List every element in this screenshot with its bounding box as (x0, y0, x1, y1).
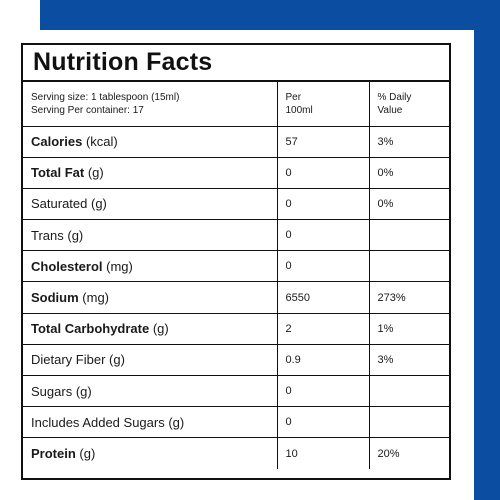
serving-info-cell: Serving size: 1 tablespoon (15ml) Servin… (23, 82, 277, 127)
nutrient-value: 0 (276, 406, 369, 439)
nutrient-value: 0 (276, 188, 369, 221)
nutrient-name: Calories (31, 134, 83, 150)
nutrient-row: Dietary Fiber (g) 0.9 3% (23, 344, 449, 377)
nutrient-row: Includes Added Sugars (g) 0 (23, 406, 449, 439)
nutrient-unit: (g) (75, 383, 92, 399)
nutrient-name: Sugars (31, 383, 73, 399)
daily-value-label: % Daily (377, 91, 412, 103)
nutrient-unit: (g) (67, 227, 84, 243)
servings-per-container: Serving Per container: 17 (31, 104, 144, 116)
nutrient-name-cell: Includes Added Sugars (g) (23, 406, 277, 439)
nutrient-name-cell: Saturated (g) (23, 188, 277, 221)
nutrient-unit: (g) (91, 196, 107, 212)
nutrient-daily-value: 0% (368, 157, 449, 189)
blue-background-band (40, 0, 500, 34)
daily-value-header-cell: % Daily Value (368, 82, 449, 127)
nutrient-row: Saturated (g) 0 0% (23, 188, 449, 221)
nutrient-unit: (g) (109, 352, 125, 368)
nutrient-daily-value: 3% (368, 344, 449, 377)
nutrient-daily-value (368, 219, 449, 252)
header-row: Serving size: 1 tablespoon (15ml) Servin… (23, 82, 449, 127)
nutrient-value: 6550 (276, 281, 369, 314)
nutrient-name-cell: Calories (kcal) (23, 126, 277, 158)
nutrient-daily-value: 20% (368, 437, 449, 470)
nutrient-name: Saturated (31, 196, 88, 212)
nutrient-value: 10 (276, 437, 369, 470)
nutrient-name: Includes Added Sugars (31, 414, 165, 430)
nutrient-value: 0 (276, 375, 369, 408)
nutrient-row: Total Carbohydrate (g) 2 1% (23, 313, 449, 345)
nutrient-name-cell: Sodium (mg) (23, 281, 277, 314)
nutrient-unit: (g) (152, 321, 169, 337)
nutrient-daily-value: 0% (368, 188, 449, 221)
nutrient-row: Trans (g) 0 (23, 219, 449, 252)
nutrient-value: 2 (276, 313, 369, 345)
nutrient-name: Protein (31, 446, 76, 462)
nutrient-name: Sodium (31, 290, 79, 306)
nutrient-row: Sugars (g) 0 (23, 375, 449, 408)
nutrient-unit: (mg) (82, 290, 110, 306)
nutrient-unit: (kcal) (85, 134, 118, 150)
nutrient-row: Total Fat (g) 0 0% (23, 157, 449, 189)
nutrient-row: Sodium (mg) 6550 273% (23, 281, 449, 314)
nutrient-value: 57 (276, 126, 369, 158)
nutrient-name: Cholesterol (31, 258, 103, 274)
blue-background-side (474, 0, 500, 500)
nutrient-value: 0 (276, 250, 369, 283)
nutrition-table: Serving size: 1 tablespoon (15ml) Servin… (23, 82, 449, 470)
nutrient-row: Calories (kcal) 57 3% (23, 126, 449, 158)
nutrient-row: Protein (g) 10 20% (23, 437, 449, 470)
nutrient-name-cell: Protein (g) (23, 438, 277, 469)
nutrient-daily-value: 273% (368, 281, 449, 314)
per-header-cell: Per 100ml (276, 82, 369, 127)
nutrient-value: 0.9 (276, 344, 369, 377)
nutrient-name: Dietary Fiber (31, 352, 106, 368)
nutrient-name-cell: Dietary Fiber (g) (23, 344, 277, 377)
per-label: Per (285, 91, 302, 103)
nutrient-name-cell: Cholesterol (mg) (23, 250, 277, 283)
nutrient-unit: (g) (79, 446, 96, 462)
nutrient-name-cell: Trans (g) (23, 219, 277, 252)
nutrient-daily-value: 3% (368, 126, 449, 158)
nutrient-name: Trans (31, 227, 64, 243)
nutrient-name: Total Fat (31, 165, 85, 181)
nutrient-unit: (g) (87, 165, 104, 181)
nutrient-name-cell: Sugars (g) (23, 375, 277, 408)
nutrient-row: Cholesterol (mg) 0 (23, 250, 449, 283)
nutrient-unit: (g) (168, 414, 185, 430)
title-row: Nutrition Facts (23, 45, 449, 82)
nutrient-unit: (mg) (106, 258, 133, 274)
nutrient-name-cell: Total Carbohydrate (g) (23, 313, 277, 345)
label-title: Nutrition Facts (33, 48, 213, 76)
nutrient-value: 0 (276, 219, 369, 252)
nutrient-daily-value (368, 250, 449, 283)
serving-size: Serving size: 1 tablespoon (15ml) (31, 91, 180, 103)
nutrition-facts-label: Nutrition Facts Serving size: 1 tablespo… (21, 43, 451, 480)
nutrient-daily-value (368, 406, 449, 439)
nutrient-name: Total Carbohydrate (31, 321, 150, 337)
per-unit-label: 100ml (285, 104, 313, 116)
nutrient-daily-value: 1% (368, 313, 449, 345)
nutrient-value: 0 (276, 157, 369, 189)
daily-value-label-2: Value (377, 104, 403, 116)
nutrient-daily-value (368, 375, 449, 408)
nutrient-name-cell: Total Fat (g) (23, 157, 277, 189)
